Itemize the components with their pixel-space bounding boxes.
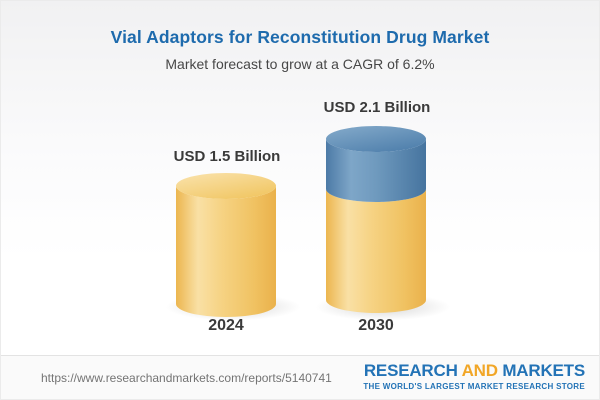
year-label-2024: 2024 (208, 317, 244, 334)
bar-2024-cylinder (176, 173, 276, 317)
logo-tagline: THE WORLD'S LARGEST MARKET RESEARCH STOR… (363, 382, 585, 391)
logo-word-research: RESEARCH (363, 361, 458, 380)
page-title: Vial Adaptors for Reconstitution Drug Ma… (110, 27, 490, 47)
bar-value-label-2030: USD 2.1 Billion (323, 99, 431, 116)
bar-value-label-2024: USD 1.5 Billion (173, 148, 281, 165)
logo-word-markets: MARKETS (502, 361, 585, 380)
logo-name: RESEARCH AND MARKETS (363, 361, 585, 381)
year-label-2030: 2030 (358, 317, 394, 334)
page-subtitle: Market forecast to grow at a CAGR of 6.2… (165, 56, 435, 72)
bar-2030-cylinder (326, 126, 426, 313)
footer-bar: https://www.researchandmarkets.com/repor… (1, 355, 599, 399)
research-and-markets-logo: RESEARCH AND MARKETS THE WORLD'S LARGEST… (363, 361, 585, 391)
report-url: https://www.researchandmarkets.com/repor… (41, 371, 332, 385)
logo-word-and: AND (461, 361, 498, 380)
chart-area: USD 1.5 Billion USD 2.1 Billion (1, 1, 599, 357)
